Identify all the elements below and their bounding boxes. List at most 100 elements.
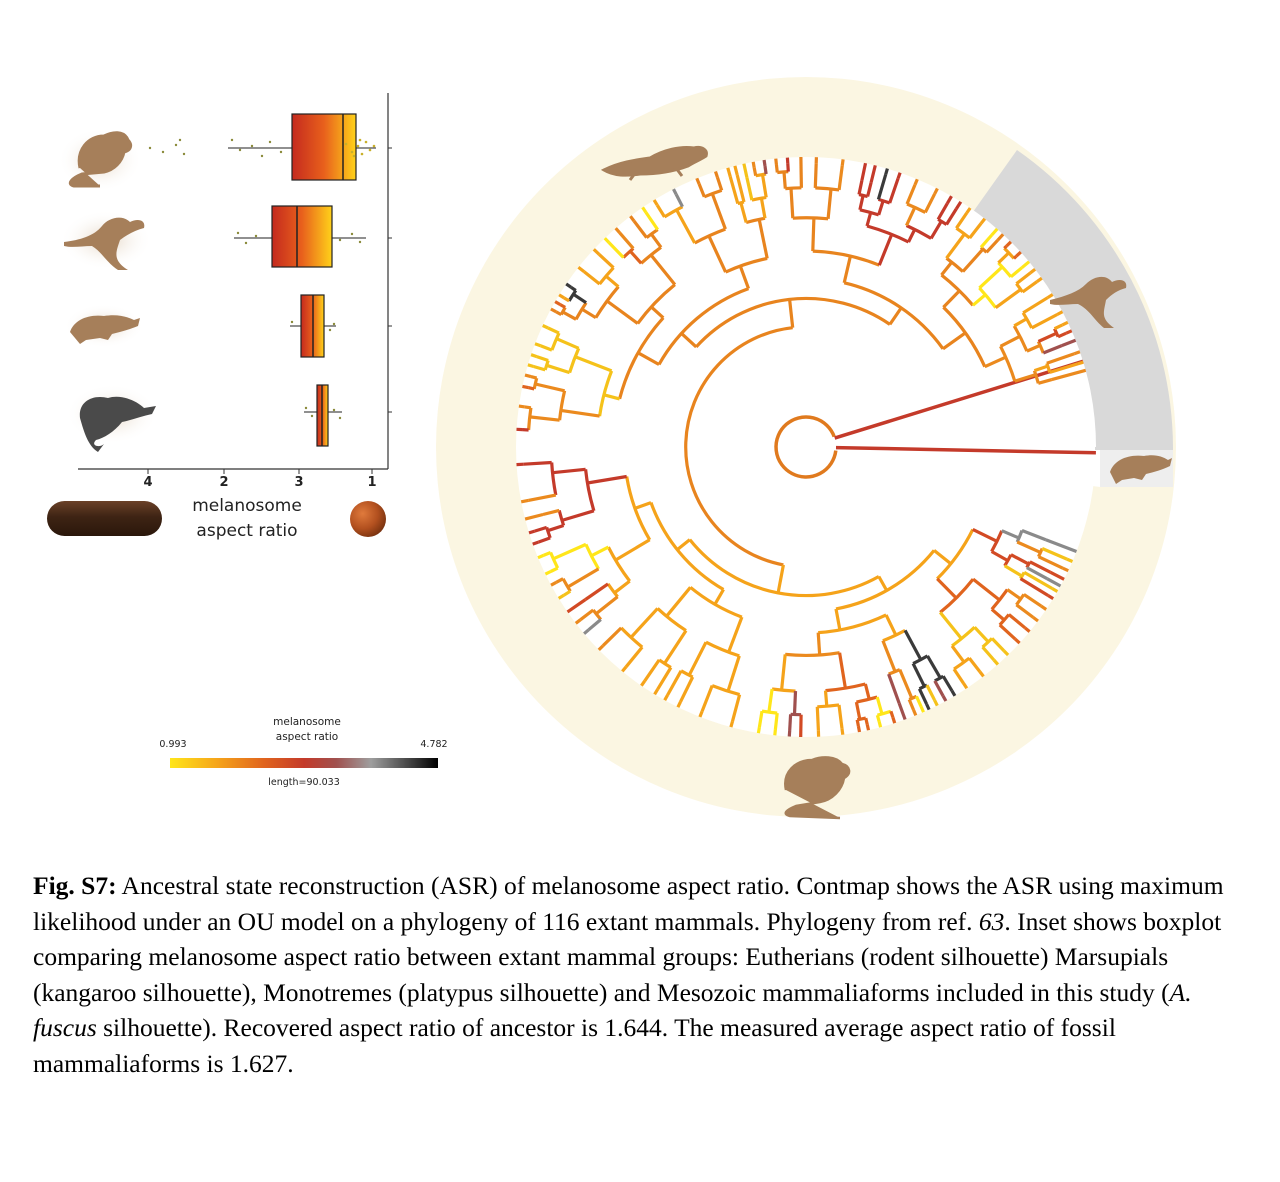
branch <box>621 665 628 673</box>
branch <box>1037 555 1064 570</box>
branch-arc <box>761 709 778 715</box>
branch <box>837 704 844 729</box>
branch <box>941 675 954 692</box>
branch <box>742 163 749 178</box>
branch <box>981 646 996 662</box>
branch <box>767 688 774 713</box>
branch <box>523 460 552 466</box>
branch <box>984 355 1007 369</box>
branch <box>877 720 883 728</box>
branch <box>745 177 754 201</box>
branch <box>933 549 952 566</box>
branch <box>1019 577 1049 597</box>
branch <box>561 310 577 321</box>
branch <box>518 404 526 409</box>
branch <box>752 167 758 176</box>
circular-phylogeny <box>436 77 1176 820</box>
branch <box>950 689 957 697</box>
branch <box>555 337 580 350</box>
branch <box>695 177 701 185</box>
branch <box>595 595 619 616</box>
branch <box>624 646 644 668</box>
branch <box>530 353 538 359</box>
branch <box>726 167 732 178</box>
branch <box>547 523 565 533</box>
branch <box>972 527 998 543</box>
branch-arc <box>785 651 840 658</box>
branch-arc <box>942 306 987 368</box>
caption-text: silhouette). Recovered aspect ratio of a… <box>33 1013 1116 1078</box>
branch <box>933 187 939 195</box>
colorbar-length: length=90.033 <box>268 777 339 788</box>
colorbar-title: aspect ratio <box>276 731 338 743</box>
branch <box>940 261 953 276</box>
branch-arc <box>689 586 743 619</box>
branch <box>855 719 860 727</box>
branch <box>666 670 683 696</box>
branch <box>762 159 767 167</box>
branch-arc <box>688 538 880 598</box>
branch <box>1030 313 1058 330</box>
branch <box>774 158 778 165</box>
branch <box>763 165 768 175</box>
branch <box>570 285 577 292</box>
branch <box>972 577 1001 602</box>
branch <box>1002 649 1010 657</box>
branch <box>971 293 987 307</box>
branch <box>961 248 985 273</box>
branch <box>815 706 820 731</box>
branch <box>727 616 744 653</box>
branch <box>856 725 862 733</box>
branch <box>655 204 666 218</box>
branch <box>877 200 885 216</box>
branch <box>663 694 669 701</box>
branch <box>875 696 884 715</box>
branch-arc <box>1012 325 1029 352</box>
branch <box>917 688 929 705</box>
branch <box>1045 538 1078 553</box>
branch <box>863 683 871 700</box>
branch-arc <box>584 543 600 570</box>
branch <box>926 655 942 679</box>
branch <box>584 582 609 601</box>
branch <box>527 493 557 502</box>
branch <box>560 408 600 418</box>
branch <box>875 714 881 722</box>
branch <box>735 174 746 203</box>
branch <box>1015 603 1035 619</box>
branch <box>528 529 536 535</box>
branch <box>889 710 895 718</box>
branch <box>858 195 865 211</box>
branch <box>1037 378 1053 385</box>
branch <box>865 212 873 227</box>
branch <box>933 680 945 697</box>
branch-arc <box>598 370 614 417</box>
branch <box>1009 266 1023 279</box>
branch <box>837 165 844 191</box>
branch-arc <box>657 287 750 366</box>
branch <box>903 629 923 661</box>
branch-arc <box>755 172 767 178</box>
tick-label: 1 <box>367 475 376 490</box>
branch <box>1023 626 1031 633</box>
branch <box>697 183 706 198</box>
branch <box>835 445 1096 455</box>
colorbar-max: 4.782 <box>420 739 447 750</box>
branch <box>990 550 1009 562</box>
branch <box>907 698 915 711</box>
branch-arc <box>815 186 840 192</box>
branch <box>773 729 777 736</box>
branch <box>897 702 907 721</box>
branch <box>532 540 539 546</box>
colorbar-gradient <box>170 758 438 768</box>
branch <box>574 618 582 625</box>
branch <box>760 174 768 198</box>
branch <box>524 373 532 379</box>
branch-arc <box>785 186 802 191</box>
box-rodent <box>228 113 376 181</box>
branch <box>672 188 678 196</box>
branch <box>1016 540 1042 554</box>
branch <box>1040 604 1048 611</box>
branch <box>674 193 684 208</box>
branch <box>1049 570 1065 581</box>
